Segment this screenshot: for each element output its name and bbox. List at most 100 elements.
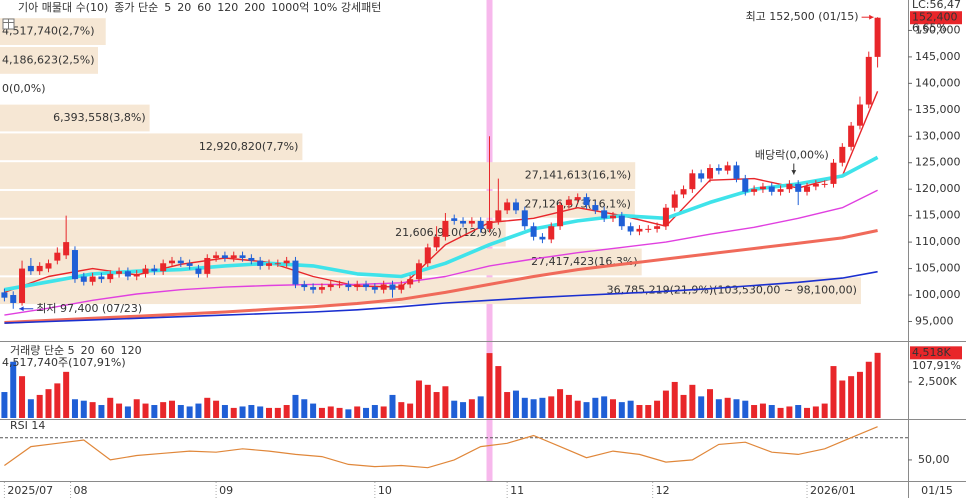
candle-body xyxy=(715,168,722,171)
candle-body xyxy=(336,284,343,286)
volume-bar xyxy=(548,396,555,418)
candle-body xyxy=(327,284,334,288)
volume-bar xyxy=(654,400,661,418)
volume-bar xyxy=(133,399,140,418)
moving-average-line xyxy=(4,189,878,316)
candle-body xyxy=(27,265,34,272)
candle-body xyxy=(468,220,475,224)
candle-body xyxy=(407,279,414,285)
volume-bar xyxy=(512,390,519,418)
candle-body xyxy=(292,260,299,285)
y-tick-label: 150,000 xyxy=(915,23,961,36)
volume-bar xyxy=(539,397,546,418)
volume-bar xyxy=(724,397,731,418)
candle-body xyxy=(415,263,422,280)
candle-body xyxy=(433,236,440,248)
volume-bar xyxy=(830,366,837,418)
volume-legend-entry: 20 xyxy=(81,344,95,357)
volume-bar xyxy=(821,403,828,418)
volume-bar xyxy=(168,400,175,418)
volume-bar xyxy=(151,405,158,418)
candle-body xyxy=(98,276,105,280)
y-tick-label: 130,000 xyxy=(915,129,961,142)
volume-bar xyxy=(565,394,572,418)
volume-profile-label: 21,606,910(12,9%) xyxy=(395,226,502,239)
volume-bar xyxy=(486,353,493,418)
volume-bar xyxy=(574,400,581,418)
volume-bar xyxy=(521,397,528,418)
volume-bar xyxy=(363,407,370,418)
volume-bar xyxy=(10,361,17,418)
volume-bar xyxy=(54,383,61,418)
volume-bar xyxy=(759,403,766,418)
volume-bar xyxy=(142,403,149,418)
candle-body xyxy=(63,242,70,256)
volume-bar xyxy=(795,405,802,418)
candle-body xyxy=(689,173,696,190)
candle-body xyxy=(856,104,863,126)
volume-bar xyxy=(71,399,78,418)
volume-profile-label: 27,141,613(16,1%) xyxy=(525,169,632,182)
volume-bar xyxy=(592,397,599,418)
legend-entry: 60 xyxy=(197,1,211,14)
volume-bar xyxy=(124,406,131,418)
volume-profile-label: 6,393,558(3,8%) xyxy=(53,111,146,124)
settings-icon[interactable] xyxy=(2,18,15,30)
volume-bar xyxy=(804,407,811,418)
volume-bar xyxy=(89,402,96,418)
volume-bar xyxy=(856,371,863,418)
candle-body xyxy=(89,276,96,282)
candle-body xyxy=(557,205,564,227)
volume-bar xyxy=(442,386,449,418)
candle-body xyxy=(477,220,484,229)
volume-bar xyxy=(27,399,34,418)
x-tick-label: 2025/07 xyxy=(7,484,53,497)
x-tick-label: 10 xyxy=(378,484,392,497)
candle-body xyxy=(812,183,819,187)
volume-bar xyxy=(530,399,537,418)
volume-bar xyxy=(257,406,264,418)
volume-profile-bar xyxy=(0,162,636,189)
candle-body xyxy=(274,263,281,265)
rsi-name: RSI 14 xyxy=(10,419,45,432)
volume-bar xyxy=(477,396,484,418)
last-price-box xyxy=(910,11,962,25)
candle-body xyxy=(345,284,352,288)
volume-legend-entry: 120 xyxy=(121,344,142,357)
candle-body xyxy=(451,218,458,221)
rsi-line xyxy=(4,426,878,469)
candle-body xyxy=(821,183,828,185)
x-tick-label: 2026/01 xyxy=(810,484,856,497)
candle-body xyxy=(301,284,308,288)
volume-bar xyxy=(345,409,352,418)
y-tick-label: 145,000 xyxy=(915,50,961,63)
legend-entry: 5 xyxy=(164,1,171,14)
volume-bar xyxy=(636,405,643,418)
candle-body xyxy=(751,189,758,192)
candle-body xyxy=(768,186,775,192)
volume-bar xyxy=(848,376,855,418)
volume-bar xyxy=(283,405,290,418)
volume-profile-bar xyxy=(0,277,861,305)
volume-bar xyxy=(177,405,184,418)
y-tick-label: 100,000 xyxy=(915,288,961,301)
candle-body xyxy=(742,178,749,192)
candle-body xyxy=(530,226,537,237)
volume-bar xyxy=(186,406,193,418)
volume-bar xyxy=(751,405,758,418)
legend-entry: 120 xyxy=(217,1,238,14)
candle-body xyxy=(495,210,502,221)
candle-body xyxy=(213,255,220,258)
volume-bar xyxy=(98,405,105,418)
candle-body xyxy=(733,165,740,179)
volume-bar xyxy=(354,406,361,418)
volume-bar xyxy=(36,394,43,418)
volume-bar xyxy=(583,402,590,418)
candle-body xyxy=(363,284,370,288)
price-change: 6,65% xyxy=(912,22,947,35)
volume-bar xyxy=(433,392,440,418)
volume-bar xyxy=(248,405,255,418)
